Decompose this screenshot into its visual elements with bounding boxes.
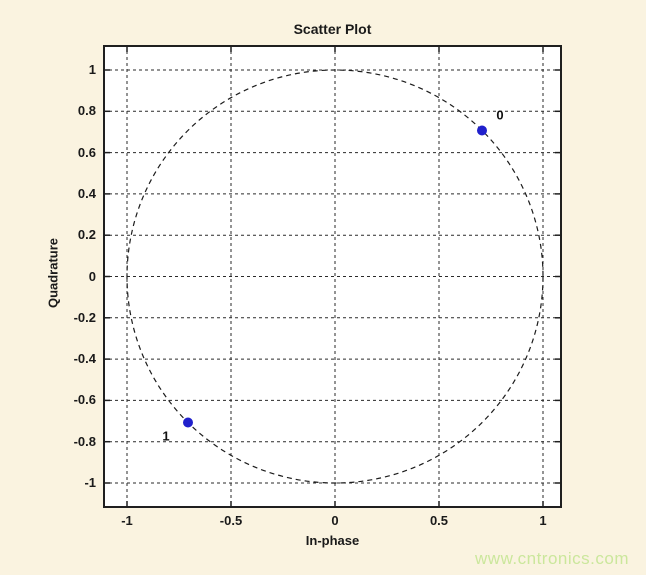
- y-tick-label: 0.6: [77, 145, 96, 160]
- x-tick-label: 0: [331, 513, 339, 528]
- plot-canvas: [103, 45, 562, 508]
- watermark-text: www.cntronics.com: [475, 549, 629, 568]
- y-tick-label: 0.8: [77, 103, 96, 118]
- plot-area: [103, 45, 562, 508]
- grid-lines-horizontal: [103, 69, 562, 484]
- y-axis-label: Quadrature: [45, 237, 61, 309]
- y-tick-label: -1: [84, 475, 96, 490]
- y-tick-label: -0.4: [73, 351, 96, 366]
- x-axis-label: In-phase: [305, 533, 360, 548]
- constellation-point-0: [477, 125, 487, 136]
- y-tick-label: 1: [88, 62, 96, 77]
- y-tick-label: -0.2: [73, 310, 96, 325]
- point-label-0: 0: [496, 107, 504, 123]
- y-tick-label: 0.2: [77, 227, 96, 242]
- unit-circle: [126, 69, 544, 484]
- y-tick-label: 0.4: [77, 186, 96, 201]
- grid-lines-vertical: [126, 45, 544, 508]
- y-tick-label: -0.6: [73, 392, 96, 407]
- constellation-point-1: [183, 417, 193, 428]
- point-label-1: 1: [162, 428, 170, 444]
- x-tick-label: 1: [539, 513, 547, 528]
- axis-tick-marks: [103, 45, 562, 508]
- x-tick-label: 0.5: [429, 513, 449, 528]
- x-tick-label: -0.5: [219, 513, 243, 528]
- x-tick-label: -1: [121, 513, 133, 528]
- chart-title: Scatter Plot: [293, 21, 372, 37]
- y-tick-label: -0.8: [73, 434, 96, 449]
- y-tick-label: 0: [88, 269, 96, 284]
